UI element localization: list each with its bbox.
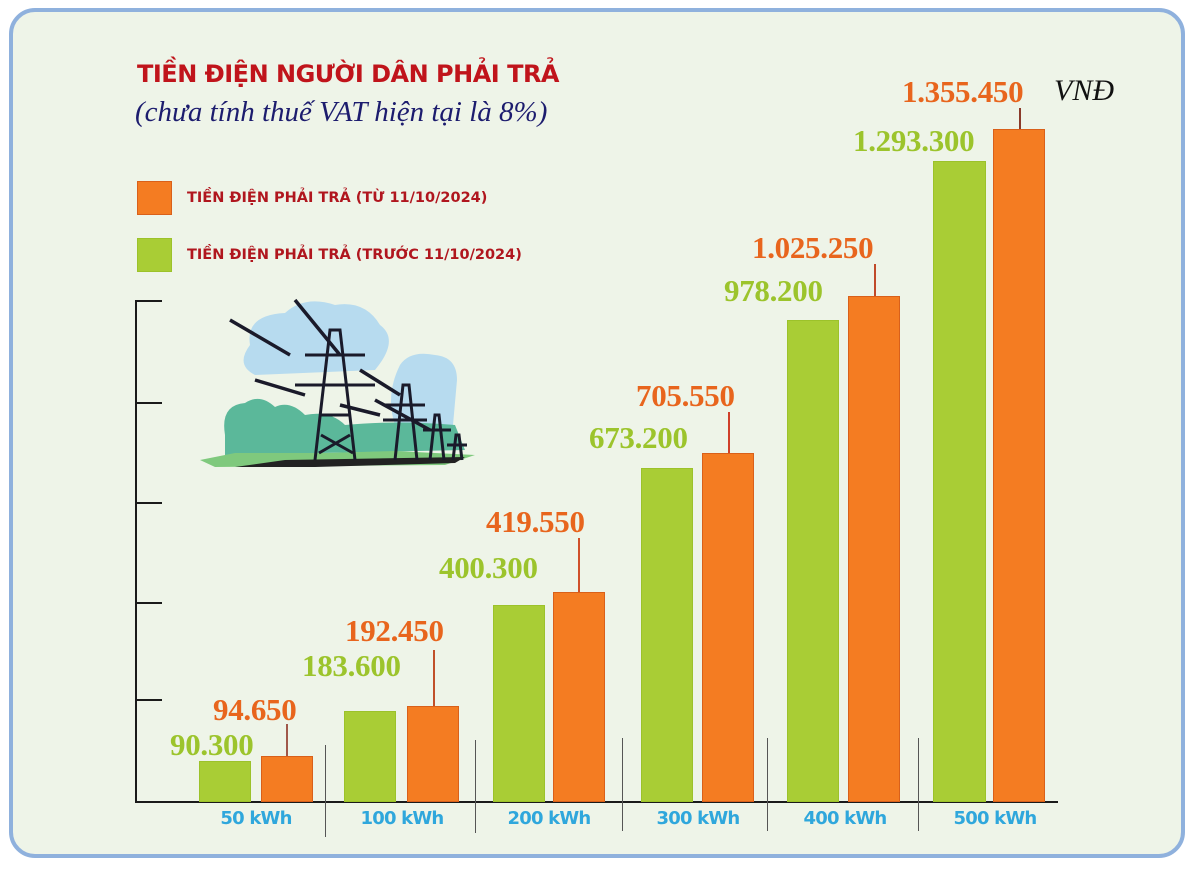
x-axis bbox=[135, 801, 1058, 803]
y-axis bbox=[135, 300, 137, 803]
leader-line bbox=[433, 650, 435, 706]
value-old-500kwh: 1.293.300 bbox=[853, 123, 975, 158]
bar-old-300kwh bbox=[641, 468, 693, 802]
category-200kwh: 200 kWh bbox=[507, 808, 592, 829]
bar-old-500kwh bbox=[933, 161, 986, 802]
y-tick bbox=[136, 699, 162, 701]
group-divider bbox=[475, 740, 476, 833]
bar-new-300kwh bbox=[702, 453, 754, 802]
value-old-200kwh: 400.300 bbox=[439, 550, 538, 585]
y-tick bbox=[136, 602, 162, 604]
leader-line bbox=[874, 264, 876, 296]
legend-swatch-green bbox=[137, 238, 172, 272]
chart-title: TIỀN ĐIỆN NGƯỜI DÂN PHẢI TRẢ bbox=[137, 60, 560, 88]
value-old-100kwh: 183.600 bbox=[302, 648, 401, 683]
value-old-300kwh: 673.200 bbox=[589, 420, 688, 455]
leader-line bbox=[728, 412, 730, 453]
bar-new-400kwh bbox=[848, 296, 900, 802]
group-divider bbox=[325, 745, 326, 837]
y-tick bbox=[136, 300, 162, 302]
bar-old-50kwh bbox=[199, 761, 251, 802]
unit-label: VNĐ bbox=[1054, 74, 1114, 107]
value-new-400kwh: 1.025.250 bbox=[752, 230, 874, 265]
leader-line bbox=[1019, 108, 1021, 129]
category-400kwh: 400 kWh bbox=[803, 808, 888, 829]
bar-old-100kwh bbox=[344, 711, 396, 802]
y-tick bbox=[136, 402, 162, 404]
legend-item-old: TIỀN ĐIỆN PHẢI TRẢ (TRƯỚC 11/10/2024) bbox=[137, 238, 522, 272]
category-500kwh: 500 kWh bbox=[953, 808, 1038, 829]
category-100kwh: 100 kWh bbox=[360, 808, 445, 829]
value-new-100kwh: 192.450 bbox=[345, 613, 444, 648]
value-new-500kwh: 1.355.450 bbox=[902, 74, 1024, 109]
group-divider bbox=[918, 738, 919, 831]
group-divider bbox=[622, 738, 623, 831]
bar-new-200kwh bbox=[553, 592, 605, 802]
value-new-300kwh: 705.550 bbox=[636, 378, 735, 413]
bar-old-200kwh bbox=[493, 605, 545, 802]
value-new-200kwh: 419.550 bbox=[486, 504, 585, 539]
bar-new-50kwh bbox=[261, 756, 313, 802]
legend-label-old: TIỀN ĐIỆN PHẢI TRẢ (TRƯỚC 11/10/2024) bbox=[187, 247, 522, 263]
legend-label-new: TIỀN ĐIỆN PHẢI TRẢ (TỪ 11/10/2024) bbox=[187, 190, 488, 206]
y-tick bbox=[136, 502, 162, 504]
legend-item-new: TIỀN ĐIỆN PHẢI TRẢ (TỪ 11/10/2024) bbox=[137, 181, 487, 215]
value-old-400kwh: 978.200 bbox=[724, 273, 823, 308]
group-divider bbox=[767, 738, 768, 831]
leader-line bbox=[578, 538, 580, 592]
value-old-50kwh: 90.300 bbox=[170, 727, 254, 762]
legend-swatch-orange bbox=[137, 181, 172, 215]
bar-new-100kwh bbox=[407, 706, 459, 802]
chart-subtitle: (chưa tính thuế VAT hiện tại là 8%) bbox=[135, 96, 548, 128]
leader-line bbox=[286, 724, 288, 756]
bar-old-400kwh bbox=[787, 320, 839, 802]
category-50kwh: 50 kWh bbox=[220, 808, 292, 829]
power-tower-icon bbox=[200, 298, 475, 467]
value-new-50kwh: 94.650 bbox=[213, 692, 297, 727]
category-300kwh: 300 kWh bbox=[656, 808, 741, 829]
bar-new-500kwh bbox=[993, 129, 1045, 802]
